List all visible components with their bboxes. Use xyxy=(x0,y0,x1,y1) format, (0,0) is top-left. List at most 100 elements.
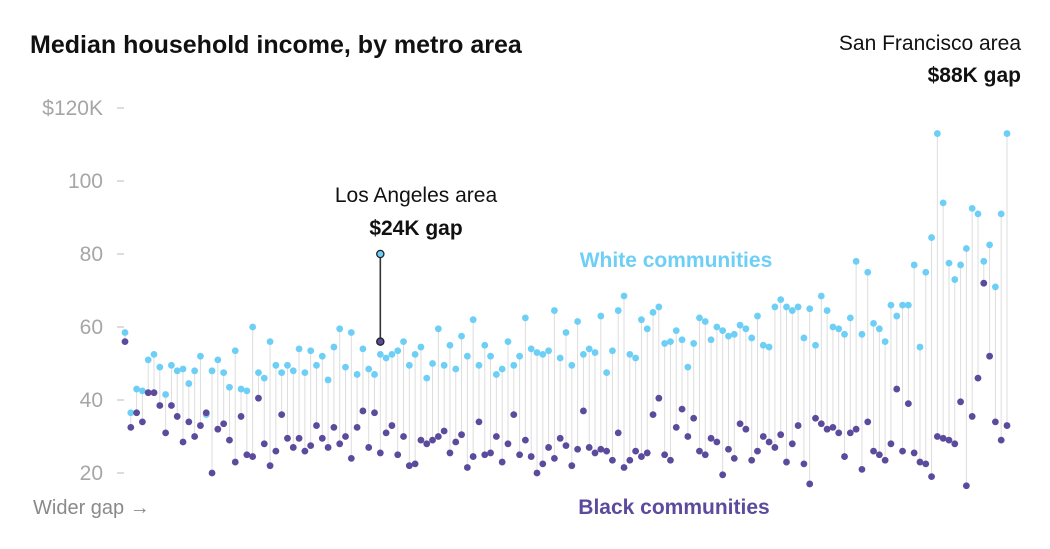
black-community-point xyxy=(580,407,587,415)
white-community-point xyxy=(545,347,552,355)
white-community-point xyxy=(823,307,831,314)
black-community-point xyxy=(516,451,523,459)
black-community-point xyxy=(220,420,228,428)
white-community-point xyxy=(179,365,187,373)
white-community-point xyxy=(742,325,750,333)
black-community-point xyxy=(817,420,825,428)
black-community-point xyxy=(475,418,483,426)
black-community-point xyxy=(713,438,721,446)
white-community-point xyxy=(643,325,651,333)
black-community-point xyxy=(539,460,547,468)
white-community-point xyxy=(696,314,703,322)
black-community-point xyxy=(707,434,715,442)
white-community-point xyxy=(237,385,245,393)
white-community-point xyxy=(429,360,436,367)
black-community-point xyxy=(916,458,924,466)
white-community-point xyxy=(765,343,773,351)
series-label-white: White communities xyxy=(580,249,773,272)
white-community-point xyxy=(748,334,756,342)
black-community-point xyxy=(156,402,164,409)
black-community-point xyxy=(400,433,407,440)
black-community-point xyxy=(527,453,535,460)
white-community-point xyxy=(991,283,999,291)
white-community-point xyxy=(846,314,854,322)
white-community-point xyxy=(794,303,802,311)
white-community-point xyxy=(835,325,843,333)
white-community-point xyxy=(777,296,785,304)
black-community-point xyxy=(1003,422,1011,429)
black-community-point xyxy=(173,413,181,420)
white-community-point xyxy=(197,352,204,360)
white-community-point xyxy=(446,341,454,349)
black-community-point xyxy=(910,449,918,457)
black-community-point xyxy=(162,429,170,437)
white-community-point xyxy=(463,352,471,360)
black-community-point xyxy=(202,409,210,417)
black-community-point xyxy=(231,458,239,466)
white-community-point xyxy=(655,303,663,311)
white-community-point xyxy=(817,292,825,300)
white-community-point xyxy=(226,383,233,391)
white-community-point xyxy=(289,367,297,375)
black-community-point xyxy=(997,436,1005,444)
black-community-point xyxy=(649,411,657,418)
white-community-point xyxy=(684,363,692,371)
white-community-point xyxy=(986,241,993,249)
black-community-point xyxy=(777,431,785,439)
black-community-point xyxy=(614,429,622,437)
black-community-point xyxy=(139,418,146,426)
white-community-point xyxy=(603,369,611,377)
highlight-gap-label-la: $24K gap xyxy=(369,217,462,240)
black-community-point xyxy=(794,422,802,429)
white-community-point xyxy=(255,369,262,377)
black-community-point xyxy=(423,440,431,448)
y-tick-label: 80 xyxy=(80,243,103,266)
white-community-point xyxy=(347,329,355,336)
black-community-point xyxy=(719,471,727,479)
white-community-point xyxy=(156,363,164,371)
white-community-point xyxy=(609,347,616,355)
black-community-point xyxy=(788,440,796,448)
white-community-point xyxy=(173,367,181,375)
black-community-point xyxy=(394,451,402,459)
chart-title: Median household income, by metro area xyxy=(30,31,523,59)
white-community-point xyxy=(626,350,634,358)
black-community-point xyxy=(295,434,303,442)
black-community-point xyxy=(324,444,332,451)
white-community-point xyxy=(730,330,738,338)
white-community-point xyxy=(376,350,384,358)
white-community-point xyxy=(400,338,407,345)
black-community-point xyxy=(962,482,970,490)
black-community-point xyxy=(121,338,129,345)
white-community-point xyxy=(133,385,141,393)
black-community-point xyxy=(301,447,309,455)
white-community-point xyxy=(162,391,170,398)
white-community-point xyxy=(701,318,709,325)
black-community-point xyxy=(893,385,901,393)
white-community-point xyxy=(858,330,866,338)
white-community-point xyxy=(481,341,489,349)
white-community-point xyxy=(475,361,483,369)
black-community-point xyxy=(887,440,895,448)
black-community-point xyxy=(852,425,860,433)
black-community-point xyxy=(742,425,750,433)
white-community-point xyxy=(783,303,790,311)
connector-lines xyxy=(124,133,1008,486)
black-communities-points xyxy=(121,279,1011,490)
black-community-point xyxy=(405,462,413,470)
white-community-point xyxy=(736,321,744,329)
black-community-point xyxy=(696,447,703,455)
white-community-point xyxy=(922,268,930,276)
white-community-point xyxy=(678,336,686,344)
black-community-point xyxy=(150,389,158,397)
white-community-point xyxy=(243,387,251,395)
white-community-point xyxy=(968,204,976,212)
black-community-point xyxy=(968,413,976,420)
white-community-point xyxy=(812,341,819,349)
white-community-point xyxy=(788,307,796,314)
y-tick-label: $120K xyxy=(42,97,103,120)
white-community-point xyxy=(127,409,135,417)
white-community-point xyxy=(405,361,413,369)
black-community-point xyxy=(986,352,993,360)
white-community-point xyxy=(945,259,953,267)
